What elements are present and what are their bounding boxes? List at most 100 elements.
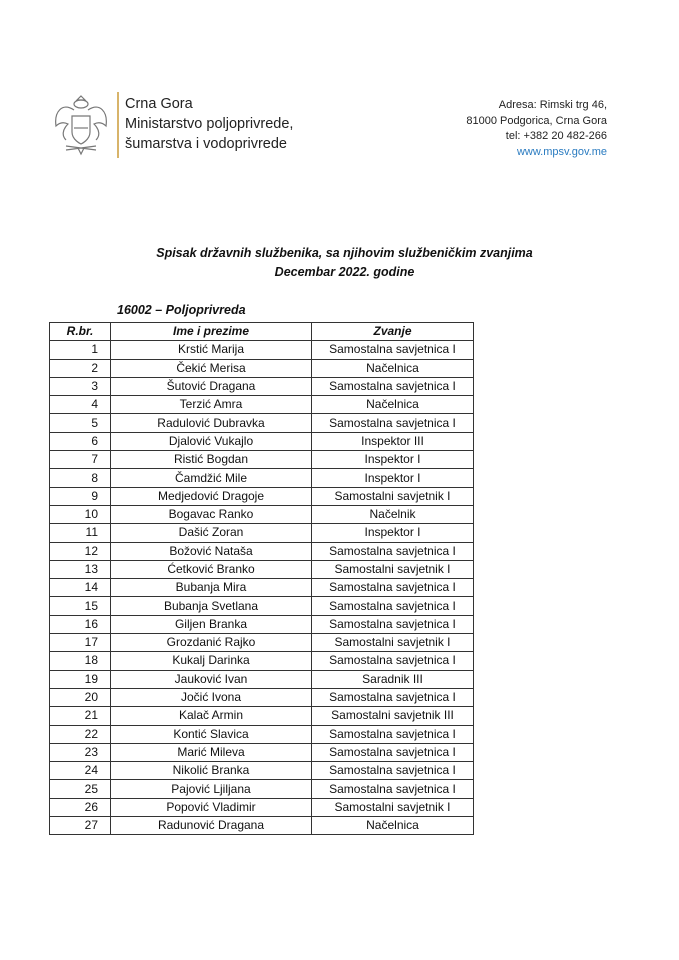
row-number: 12	[49, 541, 111, 561]
phone: tel: +382 20 482-266	[505, 130, 607, 142]
employee-name: Dašić Zoran	[110, 523, 312, 543]
table-row: 21 Kalač Armin Samostalni savjetnik III	[49, 706, 474, 726]
employee-title: Samostalni savjetnik I	[311, 797, 474, 818]
employee-title: Inspektor I	[311, 450, 474, 470]
table-row: 23 Marić Mileva Samostalna savjetnica I	[49, 742, 474, 763]
row-number: 15	[49, 596, 111, 616]
employee-name: Ristić Bogdan	[110, 450, 312, 470]
table-row: 22 Kontić Slavica Samostalna savjetnica I	[49, 724, 474, 744]
employee-name: Bogavac Ranko	[110, 504, 312, 525]
employee-name: Čamdžić Mile	[110, 468, 312, 488]
employee-title: Samostalna savjetnica I	[311, 687, 474, 708]
row-number: 27	[49, 816, 111, 836]
row-number: 21	[49, 706, 111, 726]
employee-name: Radulović Dubravka	[110, 413, 312, 433]
table-header-row: R.br. Ime i prezime Zvanje	[49, 321, 474, 342]
table-row: 16 Giljen Branka Samostalna savjetnica I	[49, 614, 474, 635]
row-number: 7	[49, 450, 111, 470]
row-number: 14	[49, 578, 111, 598]
row-number: 4	[49, 395, 111, 415]
employee-name: Jočić Ivona	[110, 687, 312, 708]
contact-info: Adresa: Rimski trg 46, 81000 Podgorica, …	[466, 98, 607, 160]
table-row: 13 Ćetković Branko Samostalni savjetnik I	[49, 559, 474, 580]
employee-title: Načelnica	[311, 358, 474, 378]
website-link[interactable]: www.mpsv.gov.me	[516, 145, 607, 158]
employee-title: Samostalna savjetnica I	[311, 651, 474, 671]
table-row: 1 Krstić Marija Samostalna savjetnica I	[49, 340, 474, 360]
table-row: 3 Šutović Dragana Samostalna savjetnica I	[49, 376, 474, 397]
employee-title: Načelnica	[311, 395, 474, 415]
table-row: 5 Radulović Dubravka Samostalna savjetnica…	[49, 413, 474, 433]
employee-title: Samostalna savjetnica I	[311, 578, 474, 598]
employee-title: Samostalna savjetnica I	[311, 742, 474, 763]
table-row: 9 Medjedović Dragoje Samostalni savjetnik …	[49, 486, 474, 506]
ministry-name: Crna Gora Ministarstvo poljoprivrede, šu…	[125, 94, 293, 154]
table-row: 27 Radunović Dragana Načelnica	[49, 816, 474, 836]
employee-name: Jauković Ivan	[110, 669, 312, 689]
row-number: 8	[49, 468, 111, 488]
coat-of-arms-logo	[55, 95, 107, 156]
employee-title: Samostalna savjetnica I	[311, 614, 474, 635]
header-rbr: R.br.	[49, 321, 111, 342]
document-title: Spisak državnih službenika, sa njihovim …	[0, 244, 679, 282]
employee-title: Inspektor I	[311, 468, 474, 488]
employee-name: Božović Nataša	[110, 541, 312, 561]
table-row: 18 Kukalj Darinka Samostalna savjetnica I	[49, 651, 474, 671]
employee-title: Samostalni savjetnik I	[311, 486, 474, 506]
employee-title: Samostalni savjetnik III	[311, 706, 474, 726]
employee-name: Ćetković Branko	[110, 559, 312, 580]
row-number: 2	[49, 358, 111, 378]
ministry-line-1: Ministarstvo poljoprivrede,	[125, 116, 294, 132]
title-line-2: Decembar 2022. godine	[274, 265, 415, 279]
employee-title: Inspektor III	[311, 431, 474, 452]
row-number: 3	[49, 376, 111, 397]
row-number: 13	[49, 559, 111, 580]
table-row: 10 Bogavac Ranko Načelnik	[49, 504, 474, 525]
title-line-1: Spisak državnih službenika, sa njihovim …	[156, 246, 533, 260]
row-number: 20	[49, 687, 111, 708]
employee-name: Nikolić Branka	[110, 761, 312, 781]
country-name: Crna Gora	[125, 96, 193, 112]
row-number: 16	[49, 614, 111, 635]
table-row: 24 Nikolić Branka Samostalna savjetnica I	[49, 761, 474, 781]
employee-name: Medjedović Dragoje	[110, 486, 312, 506]
employee-name: Djalović Vukajlo	[110, 431, 312, 452]
employee-name: Kukalj Darinka	[110, 651, 312, 671]
row-number: 18	[49, 651, 111, 671]
address-line-1: Adresa: Rimski trg 46,	[498, 99, 607, 111]
employee-title: Načelnica	[311, 816, 474, 836]
employee-title: Saradnik III	[311, 669, 474, 689]
table-row: 14 Bubanja Mira Samostalna savjetnica I	[49, 578, 474, 598]
table-row: 7 Ristić Bogdan Inspektor I	[49, 450, 474, 470]
row-number: 19	[49, 669, 111, 689]
employee-title: Samostalni savjetnik I	[311, 633, 474, 653]
employee-name: Čekić Merisa	[110, 358, 312, 378]
section-heading: 16002 – Poljoprivreda	[117, 303, 246, 317]
employee-name: Pajović Ljiljana	[110, 779, 312, 799]
row-number: 9	[49, 486, 111, 506]
employee-name: Popović Vladimir	[110, 797, 312, 818]
employee-name: Kontić Slavica	[110, 724, 312, 744]
table-row: 2 Čekić Merisa Načelnica	[49, 358, 474, 378]
table-row: 8 Čamdžić Mile Inspektor I	[49, 468, 474, 488]
row-number: 23	[49, 742, 111, 763]
table-row: 17 Grozdanić Rajko Samostalni savjetnik I	[49, 633, 474, 653]
header-divider	[117, 92, 119, 158]
header-name: Ime i prezime	[110, 321, 312, 342]
row-number: 5	[49, 413, 111, 433]
table-row: 19 Jauković Ivan Saradnik III	[49, 669, 474, 689]
employee-title: Samostalna savjetnica I	[311, 596, 474, 616]
employee-name: Terzić Amra	[110, 395, 312, 415]
employee-name: Grozdanić Rajko	[110, 633, 312, 653]
employee-name: Bubanja Mira	[110, 578, 312, 598]
table-row: 20 Jočić Ivona Samostalna savjetnica I	[49, 687, 474, 708]
table-row: 4 Terzić Amra Načelnica	[49, 395, 474, 415]
table-row: 25 Pajović Ljiljana Samostalna savjetnica …	[49, 779, 474, 799]
employee-title: Samostalna savjetnica I	[311, 376, 474, 397]
employee-name: Kalač Armin	[110, 706, 312, 726]
header-title: Zvanje	[311, 321, 474, 342]
employee-name: Krstić Marija	[110, 340, 312, 360]
employee-title: Samostalna savjetnica I	[311, 761, 474, 781]
row-number: 10	[49, 504, 111, 525]
